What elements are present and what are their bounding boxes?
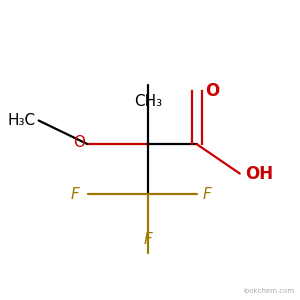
Text: F: F [143, 232, 152, 247]
Text: lookchem.com: lookchem.com [243, 288, 294, 294]
Text: O: O [205, 82, 220, 100]
Text: OH: OH [245, 165, 274, 183]
Text: CH₃: CH₃ [134, 94, 162, 109]
Text: F: F [70, 187, 79, 202]
Text: O: O [73, 135, 85, 150]
Text: H₃C: H₃C [8, 113, 36, 128]
Text: F: F [202, 187, 211, 202]
